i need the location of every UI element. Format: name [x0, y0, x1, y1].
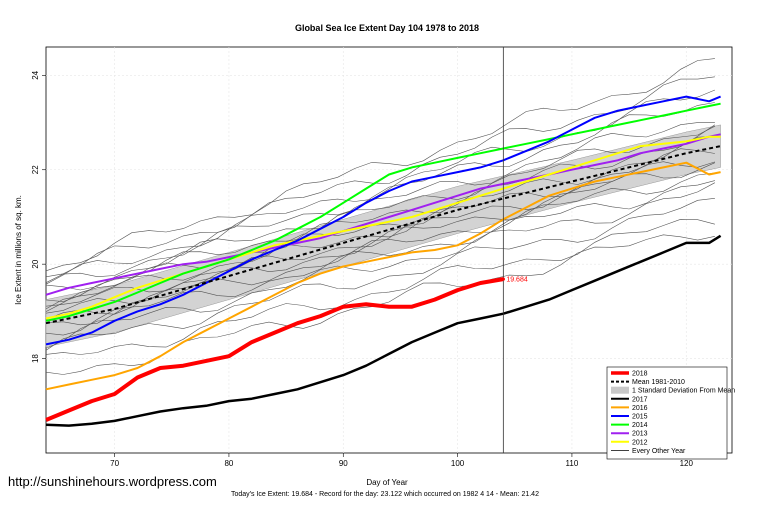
other-year-line [45, 148, 715, 307]
series-line-2013 [45, 133, 721, 296]
other-year-line [45, 180, 715, 336]
legend-label: 2012 [632, 439, 648, 446]
other-year-line [45, 124, 716, 312]
footer-summary: Today's Ice Extent: 19.684 - Record for … [231, 491, 539, 498]
y-tick-label: 20 [31, 259, 40, 268]
other-year-line [45, 161, 715, 314]
x-tick-label: 120 [680, 459, 694, 468]
x-tick-label: 90 [339, 459, 348, 468]
legend-label: 2016 [632, 405, 648, 412]
y-axis-ticks: 18 20 22 24 [31, 70, 46, 363]
series-lines [45, 95, 722, 427]
series-line-mean-1981-2010 [45, 145, 721, 325]
other-year-line [45, 218, 715, 355]
watermark-url: http://sunshinehours.wordpress.com [8, 474, 217, 489]
other-year-line [45, 162, 716, 320]
legend-label: 2018 [632, 371, 648, 378]
x-tick-label: 110 [566, 459, 579, 468]
series-line-2014 [45, 102, 721, 322]
other-year-line [45, 58, 715, 272]
legend-label: 2017 [632, 396, 648, 403]
current-day-marker [501, 47, 505, 453]
y-tick-label: 18 [31, 354, 40, 363]
other-year-line [45, 76, 715, 278]
series-line-2017 [45, 234, 722, 427]
legend-label: Mean 1981-2010 [632, 379, 685, 386]
x-tick-label: 100 [451, 459, 465, 468]
legend-label: 2013 [632, 431, 648, 438]
series-line-2012 [45, 135, 721, 320]
x-axis-label: Day of Year [366, 478, 408, 487]
x-tick-label: 70 [110, 459, 119, 468]
series-line-2018 [45, 277, 504, 422]
y-axis-label: Ice Extent in millions of sq. km. [14, 195, 23, 305]
legend-label: 1 Standard Deviation From Mean [632, 388, 735, 395]
legend-label: 2014 [632, 422, 648, 429]
chart-title: Global Sea Ice Extent Day 104 1978 to 20… [295, 23, 479, 33]
today-value-label: 19.684 [506, 277, 528, 284]
today-value-point [501, 277, 505, 281]
legend-label: Every Other Year [632, 448, 686, 455]
x-axis-ticks: 70 80 90 100 110 120 [110, 453, 693, 468]
other-year-line [45, 182, 716, 349]
x-tick-label: 80 [224, 459, 233, 468]
legend-swatch [611, 386, 629, 394]
y-tick-label: 22 [31, 165, 40, 174]
other-year-line [45, 198, 715, 351]
series-line-2016 [45, 161, 721, 391]
y-tick-label: 24 [31, 70, 40, 79]
series-line-2015 [45, 95, 721, 346]
legend-label: 2015 [632, 414, 648, 421]
